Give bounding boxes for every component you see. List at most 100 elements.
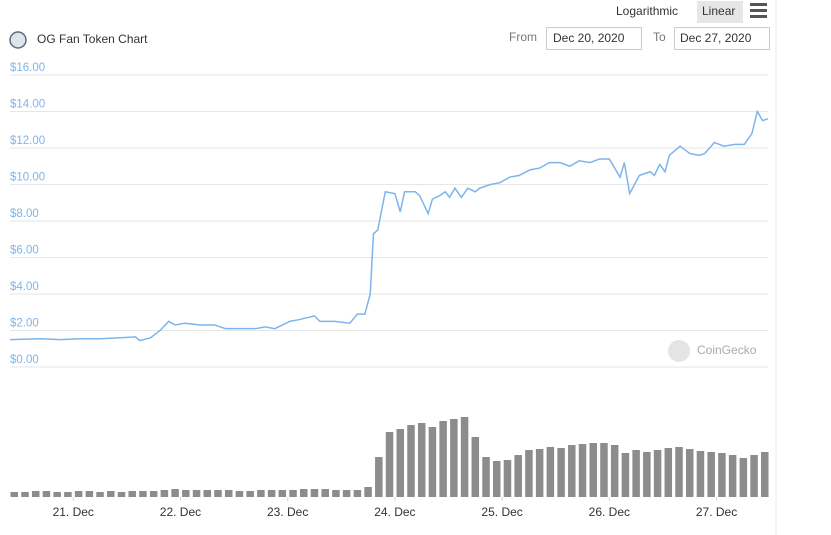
scale-selected[interactable] (697, 1, 743, 23)
volume-bar (707, 452, 715, 497)
volume-bar (332, 490, 340, 497)
volume-bar (503, 460, 512, 497)
to-date[interactable]: Dec 27, 2020 (680, 31, 752, 45)
volume-bar (107, 491, 115, 497)
volume-bar (739, 458, 748, 497)
volume-bar (482, 457, 490, 497)
volume-bar (460, 417, 469, 497)
from-input[interactable] (546, 27, 642, 50)
volume-bar (632, 450, 640, 497)
volume-bar (182, 490, 190, 497)
volume-bar (10, 492, 19, 497)
volume-bar (621, 453, 630, 497)
volume-bar (21, 492, 29, 497)
volume-bar (525, 450, 533, 497)
scale-option[interactable]: Linear (702, 4, 735, 18)
volume-bar (267, 490, 276, 497)
volume-bar (439, 421, 447, 497)
volume-bar (224, 490, 233, 497)
y-tick-label: $4.00 (10, 281, 39, 293)
volume-bar (696, 451, 705, 497)
price-line (9, 109, 769, 342)
volume-bar (557, 448, 565, 497)
volume-bar (664, 448, 673, 497)
chart-title: OG Fan Token Chart (37, 32, 148, 46)
volume-bar (375, 457, 383, 497)
volume-bar (471, 437, 480, 497)
volume-bar (761, 452, 769, 497)
volume-bar (728, 455, 737, 497)
volume-bar (589, 443, 597, 497)
volume-bar (353, 490, 362, 497)
volume-bar (310, 489, 319, 497)
volume-bar (417, 423, 426, 497)
volume-bar (139, 491, 147, 497)
to-label: To (653, 30, 666, 44)
from-date[interactable]: Dec 20, 2020 (553, 31, 625, 45)
volume-bar (428, 427, 437, 497)
volume-bar (300, 489, 308, 497)
volume-bar (675, 447, 683, 497)
scale-option[interactable]: Logarithmic (616, 4, 678, 18)
volume-bar (160, 490, 169, 497)
volume-bar (64, 492, 72, 497)
volume-bar (235, 491, 244, 497)
x-tick-label: 25. Dec (481, 505, 522, 519)
volume-bar (53, 492, 61, 497)
volume-bar (718, 453, 726, 497)
volume-bar (450, 419, 458, 497)
volume-bar (396, 429, 405, 497)
volume-bar (514, 455, 522, 497)
volume-bar (192, 490, 201, 497)
x-tick-label: 24. Dec (374, 505, 415, 519)
volume-bar (600, 443, 608, 497)
volume-bar (643, 452, 651, 497)
y-tick-label: $10.00 (10, 172, 45, 184)
volume-bar (750, 455, 758, 497)
menu-icon[interactable] (750, 3, 767, 18)
volume-bar (546, 447, 555, 497)
volume-bar (492, 461, 501, 497)
y-tick-label: $8.00 (10, 208, 39, 220)
y-tick-label: $16.00 (10, 62, 45, 74)
watermark: CoinGecko (697, 343, 757, 357)
volume-bar (278, 490, 287, 497)
x-tick-label: 27. Dec (696, 505, 737, 519)
from-label: From (509, 30, 537, 44)
volume-bar (578, 444, 587, 497)
volume-bar (364, 487, 372, 497)
volume-bar (610, 445, 619, 497)
volume-bar (128, 491, 136, 497)
volume-bar (171, 489, 179, 497)
volume-bar (203, 490, 212, 497)
volume-bar (42, 491, 51, 497)
volume-bar (407, 425, 415, 497)
x-tick-label: 22. Dec (160, 505, 201, 519)
volume-bar (74, 491, 83, 497)
volume-bar (568, 445, 576, 497)
volume-bar (535, 449, 544, 497)
x-tick-label: 26. Dec (589, 505, 630, 519)
volume-bar (246, 491, 254, 497)
watermark-logo (668, 340, 690, 362)
volume-bar (289, 490, 297, 497)
volume-bar (342, 490, 351, 497)
volume-bar (214, 490, 222, 497)
y-tick-label: $14.00 (10, 99, 45, 111)
volume-bar (31, 491, 40, 497)
to-input[interactable] (674, 27, 770, 50)
x-tick-label: 23. Dec (267, 505, 308, 519)
volume-bar (653, 450, 662, 497)
volume-bar (85, 491, 94, 497)
x-tick-label: 21. Dec (53, 505, 94, 519)
volume-bar (385, 432, 394, 497)
volume-bar (117, 492, 126, 497)
volume-bar (96, 492, 104, 497)
volume-bar (321, 489, 329, 497)
volume-bar (257, 490, 265, 497)
y-tick-label: $2.00 (10, 318, 39, 330)
y-tick-label: $12.00 (10, 135, 45, 147)
y-tick-label: $6.00 (10, 245, 39, 257)
token-icon (9, 31, 27, 49)
